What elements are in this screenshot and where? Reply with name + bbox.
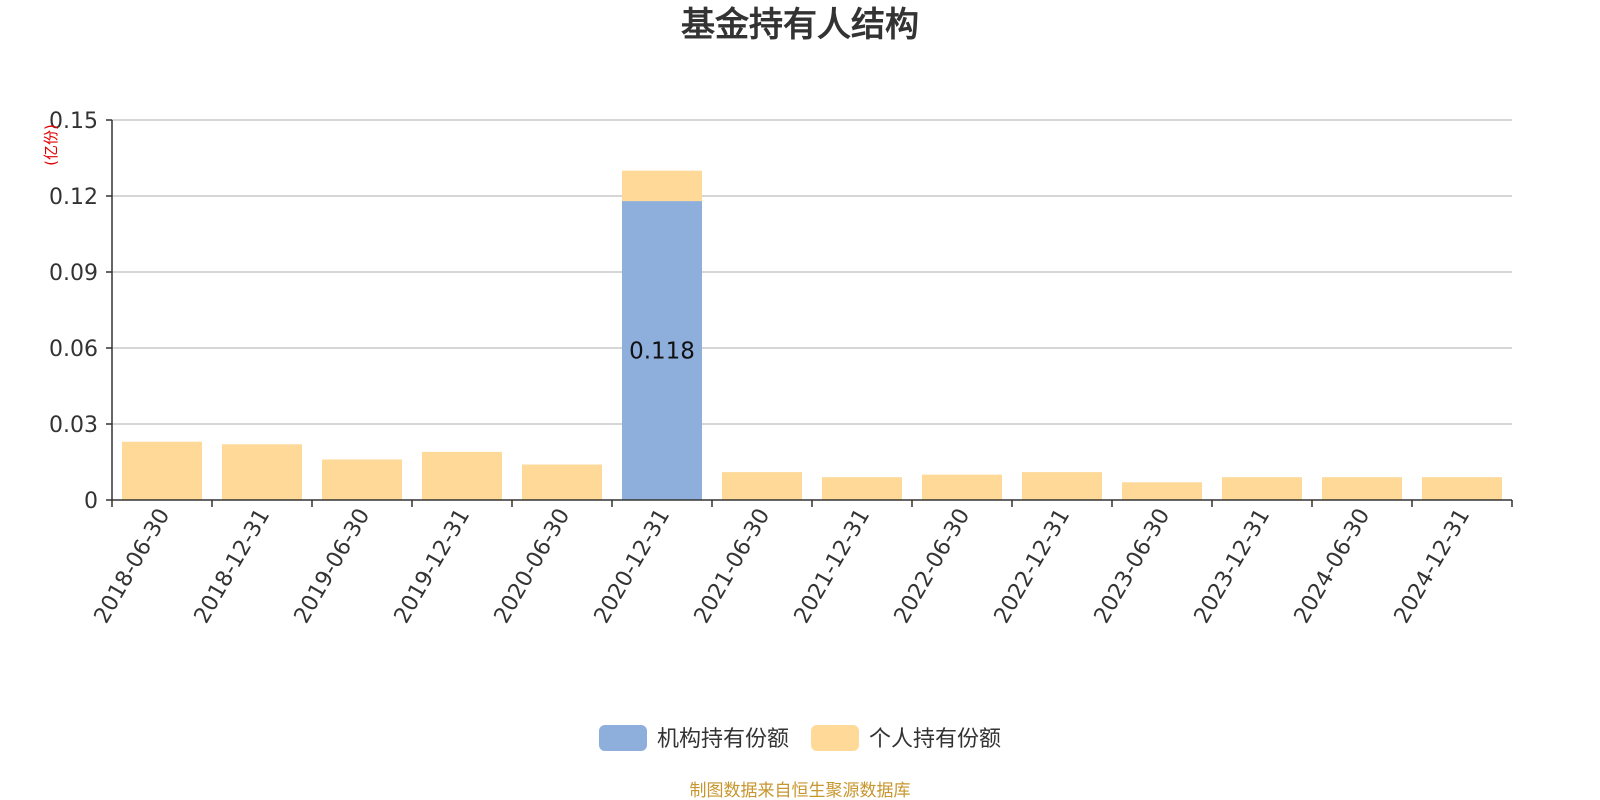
bar-individual[interactable] (1022, 472, 1102, 500)
bar-individual[interactable] (1122, 482, 1202, 500)
bar-individual[interactable] (1222, 477, 1302, 500)
x-tick-label: 2021-12-31 (790, 505, 876, 628)
axes: 0 0.03 0.06 0.09 0.12 0.15 2018-06-30 2018-12-3… (49, 109, 1513, 628)
bars: 0.118 (122, 170, 1502, 501)
bar-individual[interactable] (222, 444, 302, 500)
x-tick-label: 2022-12-31 (990, 505, 1076, 628)
y-tick-label: 0.15 (49, 109, 98, 134)
legend-label: 机构持有份额 (657, 727, 789, 752)
bar-institution[interactable] (622, 201, 702, 501)
x-tick-label: 2020-12-31 (590, 505, 676, 628)
grid (112, 119, 1512, 425)
legend-swatch (599, 725, 647, 751)
source-note: 制图数据来自恒生聚源数据库 (690, 781, 911, 800)
y-tick-label: 0.06 (49, 337, 98, 362)
y-axis-unit: (亿份) (42, 124, 60, 166)
bar-individual[interactable] (722, 472, 802, 500)
legend-swatch (811, 725, 859, 751)
bar-individual[interactable] (922, 474, 1002, 500)
y-tick-label: 0 (84, 489, 98, 514)
chart-title: 基金持有人结构 (681, 5, 919, 45)
data-label: 0.118 (629, 339, 695, 365)
legend-item[interactable]: 机构持有份额 (599, 725, 789, 752)
x-tick-label: 2024-12-31 (1390, 505, 1476, 628)
x-tick-label: 2023-12-31 (1190, 505, 1276, 628)
bar-individual[interactable] (622, 170, 702, 202)
x-tick-label: 2020-06-30 (490, 505, 576, 628)
bar-individual[interactable] (122, 441, 202, 500)
legend-label: 个人持有份额 (869, 727, 1001, 752)
y-tick-label: 0.12 (49, 185, 98, 210)
bar-individual[interactable] (422, 451, 502, 500)
y-tick-label: 0.09 (49, 261, 98, 286)
x-tick-label: 2019-06-30 (290, 505, 376, 628)
legend-item[interactable]: 个人持有份额 (811, 725, 1001, 752)
x-tick-label: 2018-12-31 (190, 505, 276, 628)
y-tick-label: 0.03 (49, 413, 98, 438)
x-tick-label: 2024-06-30 (1290, 505, 1376, 628)
bar-individual[interactable] (522, 464, 602, 500)
x-tick-label: 2018-06-30 (90, 505, 176, 628)
bar-individual[interactable] (322, 459, 402, 500)
bar-individual[interactable] (822, 477, 902, 500)
x-tick-label: 2023-06-30 (1090, 505, 1176, 628)
bar-individual[interactable] (1322, 477, 1402, 500)
x-tick-label: 2021-06-30 (690, 505, 776, 628)
x-tick-label: 2022-06-30 (890, 505, 976, 628)
x-tick-label: 2019-12-31 (390, 505, 476, 628)
bar-individual[interactable] (1422, 477, 1502, 500)
legend[interactable]: 机构持有份额 个人持有份额 (599, 725, 1001, 752)
